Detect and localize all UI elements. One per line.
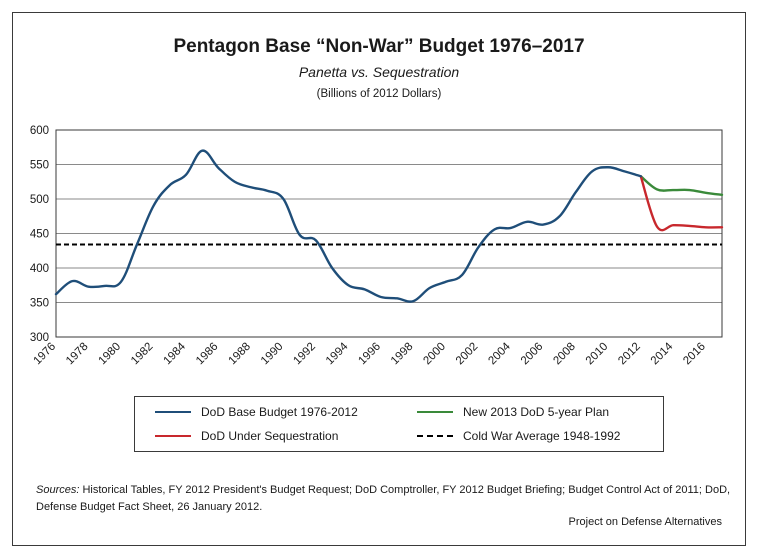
legend-swatch-cold-war-average bbox=[417, 435, 453, 437]
y-tick-label-300: 300 bbox=[30, 332, 49, 344]
legend-item-five-year-plan: New 2013 DoD 5-year Plan bbox=[417, 405, 609, 419]
x-tick-label-1988: 1988 bbox=[226, 341, 253, 368]
x-tick-label-1996: 1996 bbox=[356, 341, 383, 368]
legend: DoD Base Budget 1976-2012 New 2013 DoD 5… bbox=[134, 396, 664, 452]
x-tick-labels: 1976 1978 1980 1982 1984 1986 1988 1990 1992 1994… bbox=[32, 340, 708, 367]
legend-label-sequestration: DoD Under Sequestration bbox=[201, 429, 339, 443]
legend-swatch-sequestration bbox=[155, 435, 191, 437]
x-tick-label-2006: 2006 bbox=[519, 341, 546, 368]
legend-item-sequestration: DoD Under Sequestration bbox=[155, 429, 338, 443]
x-tick-label-2016: 2016 bbox=[681, 341, 708, 368]
chart-subtitle: Panetta vs. Sequestration bbox=[298, 64, 460, 80]
legend-label-cold-war-average: Cold War Average 1948-1992 bbox=[463, 429, 621, 443]
legend-swatch-five-year-plan bbox=[417, 411, 453, 413]
series-lines bbox=[54, 149, 724, 303]
legend-label-base-budget: DoD Base Budget 1976-2012 bbox=[201, 405, 358, 419]
chart-units: (Billions of 2012 Dollars) bbox=[316, 88, 442, 100]
x-tick-label-2004: 2004 bbox=[486, 340, 513, 367]
series-line-sequestration bbox=[639, 175, 724, 232]
x-tick-label-1976: 1976 bbox=[32, 341, 59, 368]
legend-item-base-budget: DoD Base Budget 1976-2012 bbox=[155, 405, 358, 419]
y-tick-label-550: 550 bbox=[30, 160, 49, 172]
y-tick-label-500: 500 bbox=[30, 194, 49, 206]
y-tick-label-400: 400 bbox=[30, 263, 49, 275]
y-tick-label-450: 450 bbox=[30, 229, 49, 241]
x-tick-label-1994: 1994 bbox=[324, 340, 351, 367]
x-tick-label-1992: 1992 bbox=[291, 341, 318, 368]
x-tick-label-1980: 1980 bbox=[97, 341, 124, 368]
x-tick-label-1998: 1998 bbox=[389, 341, 416, 368]
chart-title: Pentagon Base “Non-War” Budget 1976–2017 bbox=[173, 36, 585, 57]
series-line-base-budget bbox=[54, 149, 642, 303]
sources-note: Sources: Historical Tables, FY 2012 Pres… bbox=[36, 482, 736, 516]
x-tick-label-2012: 2012 bbox=[616, 341, 643, 368]
legend-swatch-base-budget bbox=[155, 411, 191, 413]
sources-lead: Sources: bbox=[36, 484, 80, 496]
series-line-five-year-plan bbox=[639, 175, 724, 197]
x-tick-label-1986: 1986 bbox=[194, 341, 221, 368]
plot-area-border bbox=[55, 129, 723, 338]
x-tick-label-2010: 2010 bbox=[584, 341, 611, 368]
x-tick-label-1982: 1982 bbox=[129, 341, 156, 368]
y-tick-label-350: 350 bbox=[30, 298, 49, 310]
x-tick-label-2002: 2002 bbox=[454, 341, 481, 368]
x-tick-label-1978: 1978 bbox=[64, 341, 91, 368]
x-tick-label-1984: 1984 bbox=[161, 340, 188, 367]
grid-lines bbox=[56, 164, 722, 303]
legend-label-five-year-plan: New 2013 DoD 5-year Plan bbox=[463, 405, 610, 419]
y-tick-labels: 300 350 400 450 500 550 600 bbox=[30, 125, 49, 344]
x-tick-label-1990: 1990 bbox=[259, 341, 286, 368]
x-tick-label-2000: 2000 bbox=[421, 341, 448, 368]
chart-frame bbox=[12, 12, 746, 546]
x-tick-label-2008: 2008 bbox=[551, 341, 578, 368]
y-tick-label-600: 600 bbox=[30, 125, 49, 137]
legend-item-cold-war-average: Cold War Average 1948-1992 bbox=[417, 429, 620, 443]
credit-line: Project on Defense Alternatives bbox=[568, 516, 722, 528]
x-tick-label-2014: 2014 bbox=[649, 340, 676, 367]
sources-text: Historical Tables, FY 2012 President's B… bbox=[36, 484, 731, 513]
